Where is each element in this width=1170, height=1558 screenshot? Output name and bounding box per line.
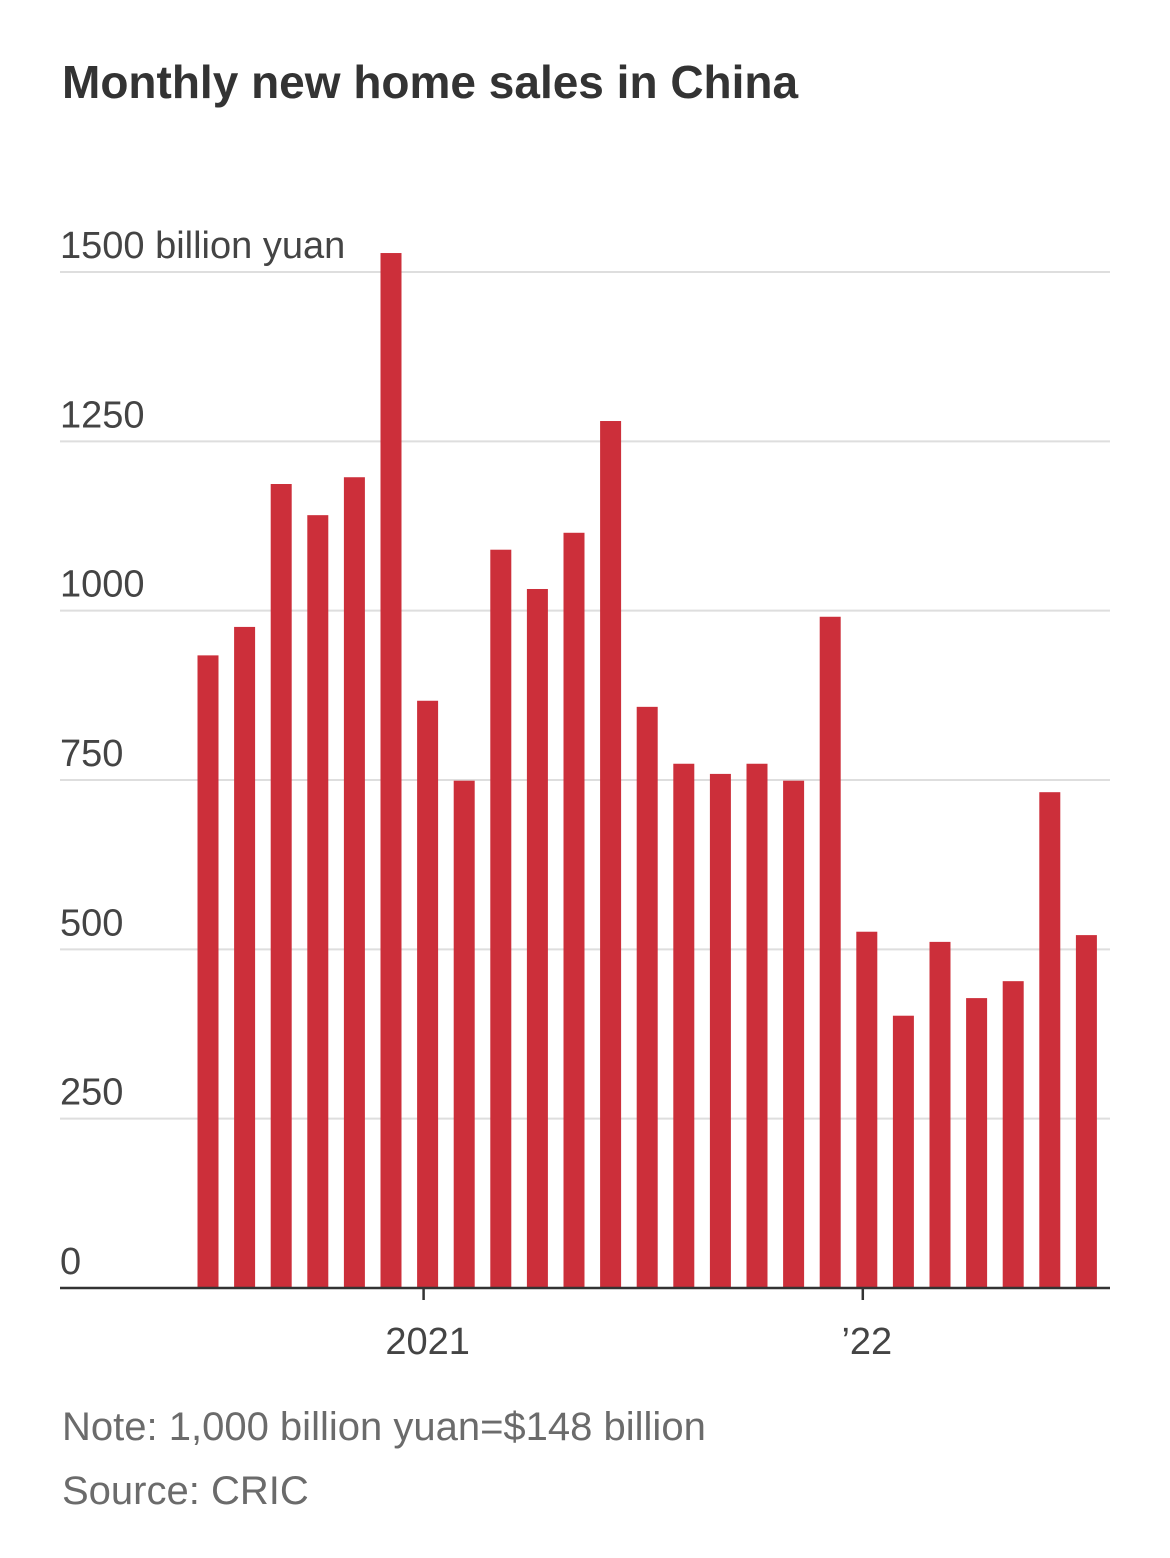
bar xyxy=(563,532,585,1288)
bar xyxy=(892,1015,914,1288)
bar xyxy=(966,998,988,1288)
bar xyxy=(270,484,292,1288)
bar xyxy=(197,655,219,1288)
note: Note: 1,000 billion yuan=$148 billion xyxy=(62,1405,706,1449)
bar xyxy=(673,763,695,1288)
chart-title: Monthly new home sales in China xyxy=(62,56,799,108)
bar xyxy=(600,421,622,1289)
bar xyxy=(1039,792,1061,1288)
y-tick-label: 1500 billion yuan xyxy=(60,225,345,267)
bar xyxy=(856,931,878,1288)
y-tick-label: 1250 xyxy=(60,394,145,436)
y-tick-label: 1000 xyxy=(60,564,145,606)
source: Source: CRIC xyxy=(62,1469,309,1513)
bar xyxy=(636,706,658,1288)
bar xyxy=(380,253,402,1288)
bar xyxy=(929,941,951,1288)
bar xyxy=(490,549,512,1288)
y-tick-label: 500 xyxy=(60,902,123,944)
bar xyxy=(234,626,256,1288)
bar xyxy=(307,515,329,1288)
bar xyxy=(453,780,475,1288)
bar xyxy=(343,477,365,1288)
bar xyxy=(746,763,768,1288)
bar xyxy=(417,700,439,1288)
bar xyxy=(526,588,548,1288)
x-tick-label: 2021 xyxy=(385,1321,470,1363)
y-tick-label: 750 xyxy=(60,733,123,775)
bar xyxy=(709,773,731,1288)
bar xyxy=(1002,981,1024,1288)
bar xyxy=(783,780,805,1288)
y-tick-label: 0 xyxy=(60,1241,81,1283)
x-tick-label: ’22 xyxy=(841,1321,892,1363)
y-tick-label: 250 xyxy=(60,1072,123,1114)
bar xyxy=(1075,935,1097,1288)
bar xyxy=(819,616,841,1288)
